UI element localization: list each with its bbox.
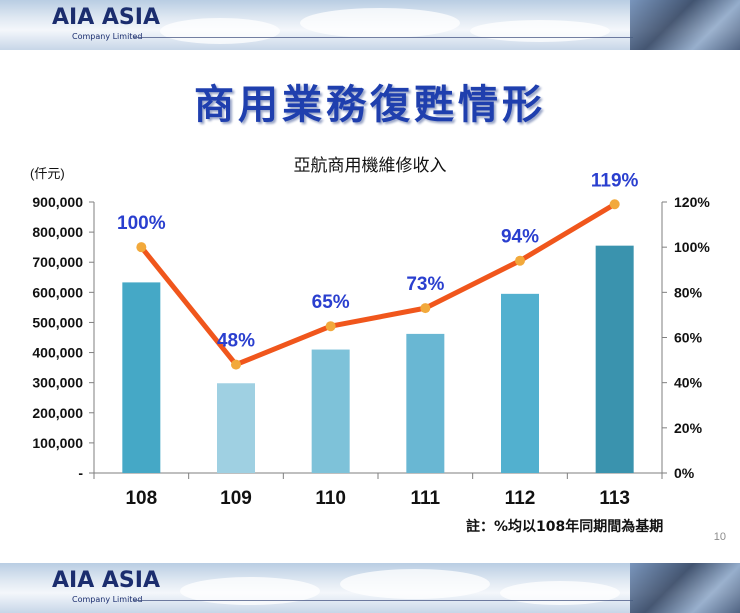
- left-tick-label: 900,000: [32, 194, 83, 210]
- footer-logo: AIA ASIA Company Limited: [52, 568, 160, 605]
- right-tick-label: 100%: [674, 239, 710, 255]
- left-tick-label: 700,000: [32, 254, 83, 270]
- right-tick-label: 0%: [674, 465, 695, 481]
- left-tick-label: 200,000: [32, 405, 83, 421]
- bar-108: [122, 282, 161, 473]
- x-tick-label: 110: [315, 488, 346, 509]
- footer-photo: [630, 563, 740, 613]
- logo-subtitle: Company Limited: [72, 32, 143, 41]
- ratio-point: [420, 303, 431, 314]
- company-logo: AIA ASIA Company Limited: [52, 5, 160, 42]
- footer-rule: [133, 600, 633, 601]
- bar-113: [595, 245, 634, 473]
- footnote: 註：%均以108年同期間為基期: [466, 519, 664, 535]
- right-tick-label: 40%: [674, 375, 703, 391]
- footer-banner: AIA ASIA Company Limited: [0, 563, 740, 613]
- chart-title: 亞航商用機維修收入: [294, 156, 447, 175]
- bar-111: [406, 333, 445, 473]
- ratio-point: [609, 199, 620, 210]
- x-tick-label: 112: [505, 488, 536, 509]
- right-tick-label: 60%: [674, 330, 703, 346]
- right-tick-label: 80%: [674, 284, 703, 300]
- right-tick-label: 120%: [674, 194, 710, 210]
- y-axis-unit-label: (仟元): [30, 166, 65, 181]
- bar-109: [217, 383, 255, 473]
- left-tick-label: -: [78, 465, 83, 481]
- header-banner: AIA ASIA Company Limited: [0, 0, 740, 50]
- bar-110: [311, 349, 350, 473]
- ratio-data-label: 100%: [117, 213, 166, 234]
- ratio-data-label: 48%: [217, 331, 255, 352]
- logo-text: AIA ASIA: [52, 5, 160, 30]
- ratio-data-label: 65%: [312, 292, 350, 313]
- right-tick-label: 20%: [674, 420, 703, 436]
- ratio-point: [136, 242, 147, 253]
- left-tick-label: 100,000: [32, 435, 83, 451]
- left-tick-label: 600,000: [32, 284, 83, 300]
- slide-title: 商用業務復甦情形: [194, 82, 546, 128]
- left-tick-label: 500,000: [32, 314, 83, 330]
- left-tick-label: 400,000: [32, 345, 83, 361]
- footer-logo-text: AIA ASIA: [52, 568, 160, 593]
- page-number: 10: [713, 531, 726, 543]
- x-tick-label: 113: [599, 488, 630, 509]
- header-rule: [133, 37, 633, 38]
- header-photo: [630, 0, 740, 50]
- ratio-line: [139, 202, 616, 368]
- ratio-data-label: 94%: [501, 227, 539, 248]
- bar-112: [501, 293, 539, 473]
- left-tick-label: 800,000: [32, 224, 83, 240]
- ratio-data-label: 73%: [406, 274, 444, 295]
- x-tick-label: 111: [411, 488, 441, 509]
- x-tick-label: 109: [220, 488, 252, 509]
- ratio-point: [325, 321, 336, 332]
- revenue-chart: 亞航商用機維修收入 (仟元) 100% 48% 65% 73% 94% 119% - 100…: [30, 156, 710, 509]
- ratio-point: [231, 359, 241, 370]
- ratio-data-label: 119%: [591, 170, 639, 191]
- left-tick-label: 300,000: [32, 375, 83, 391]
- footer-logo-subtitle: Company Limited: [72, 595, 143, 604]
- ratio-point: [515, 255, 525, 266]
- x-tick-label: 108: [125, 488, 157, 509]
